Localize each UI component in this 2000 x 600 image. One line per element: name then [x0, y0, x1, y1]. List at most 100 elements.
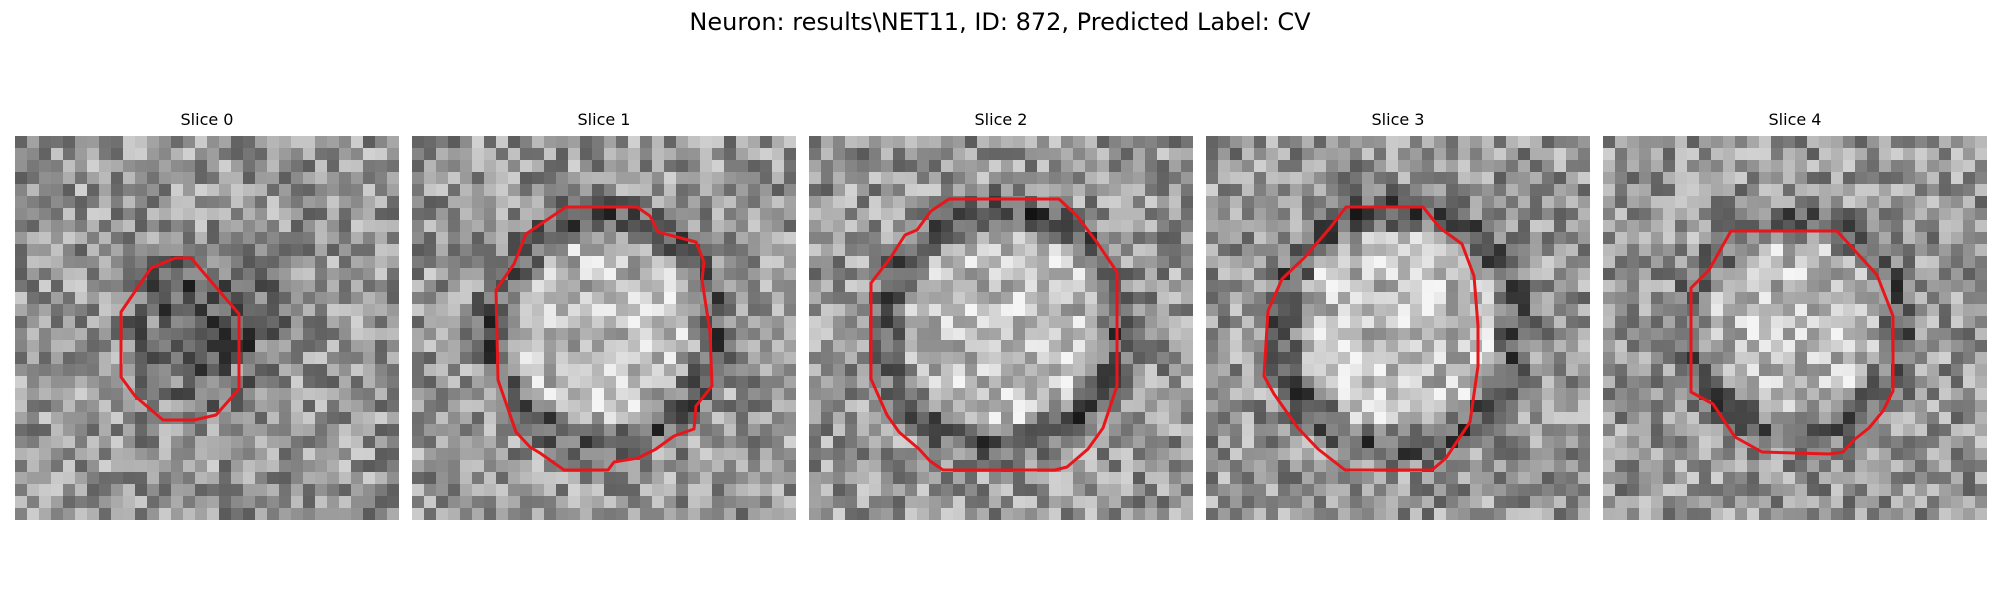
image-pixel: [1699, 208, 1711, 220]
image-pixel: [1542, 268, 1554, 280]
image-pixel: [1687, 460, 1699, 472]
image-pixel: [580, 148, 592, 160]
image-pixel: [1891, 208, 1903, 220]
image-pixel: [965, 184, 977, 196]
neuron-contour-outline: [119, 256, 241, 422]
image-pixel: [1350, 496, 1362, 508]
image-pixel: [520, 304, 532, 316]
image-pixel: [857, 472, 869, 484]
image-pixel: [1097, 136, 1109, 148]
image-pixel: [1097, 208, 1109, 220]
image-pixel: [568, 292, 580, 304]
image-pixel: [1783, 316, 1795, 328]
image-pixel: [363, 448, 375, 460]
image-pixel: [1398, 244, 1410, 256]
image-pixel: [893, 448, 905, 460]
image-pixel: [592, 292, 604, 304]
image-pixel: [544, 376, 556, 388]
image-pixel: [1157, 268, 1169, 280]
image-pixel: [1362, 352, 1374, 364]
image-pixel: [183, 172, 195, 184]
image-pixel: [544, 196, 556, 208]
image-pixel: [135, 232, 147, 244]
image-pixel: [1326, 400, 1338, 412]
image-pixel: [231, 472, 243, 484]
image-pixel: [1915, 172, 1927, 184]
image-pixel: [1494, 304, 1506, 316]
image-pixel: [484, 472, 496, 484]
image-pixel: [63, 508, 75, 520]
image-pixel: [387, 508, 399, 520]
image-pixel: [724, 352, 736, 364]
image-pixel: [1049, 388, 1061, 400]
image-pixel: [63, 424, 75, 436]
image-pixel: [1639, 304, 1651, 316]
image-pixel: [460, 160, 472, 172]
image-pixel: [1963, 364, 1975, 376]
image-pixel: [1879, 328, 1891, 340]
image-pixel: [1470, 256, 1482, 268]
image-pixel: [953, 232, 965, 244]
image-pixel: [1651, 136, 1663, 148]
image-pixel: [387, 196, 399, 208]
image-pixel: [1939, 376, 1951, 388]
image-pixel: [604, 244, 616, 256]
image-pixel: [760, 472, 772, 484]
image-pixel: [183, 448, 195, 460]
image-pixel: [1302, 484, 1314, 496]
image-pixel: [135, 364, 147, 376]
image-pixel: [1218, 508, 1230, 520]
image-pixel: [1290, 196, 1302, 208]
image-pixel: [1494, 328, 1506, 340]
image-pixel: [496, 448, 508, 460]
image-pixel: [1037, 388, 1049, 400]
image-pixel: [1903, 376, 1915, 388]
image-pixel: [1566, 424, 1578, 436]
image-pixel: [532, 472, 544, 484]
image-pixel: [989, 268, 1001, 280]
image-pixel: [700, 220, 712, 232]
image-pixel: [1145, 256, 1157, 268]
image-pixel: [375, 388, 387, 400]
image-pixel: [1867, 208, 1879, 220]
image-pixel: [568, 328, 580, 340]
image-pixel: [1651, 220, 1663, 232]
image-pixel: [315, 508, 327, 520]
image-pixel: [869, 508, 881, 520]
image-pixel: [1121, 484, 1133, 496]
image-pixel: [1639, 460, 1651, 472]
image-pixel: [1446, 136, 1458, 148]
image-pixel: [1001, 484, 1013, 496]
image-pixel: [989, 436, 1001, 448]
image-pixel: [508, 364, 520, 376]
image-pixel: [1627, 160, 1639, 172]
image-pixel: [1013, 472, 1025, 484]
image-pixel: [1675, 292, 1687, 304]
image-pixel: [387, 472, 399, 484]
image-pixel: [39, 472, 51, 484]
image-pixel: [1314, 220, 1326, 232]
image-pixel: [448, 316, 460, 328]
image-pixel: [1759, 256, 1771, 268]
image-pixel: [1783, 412, 1795, 424]
image-pixel: [1133, 364, 1145, 376]
image-pixel: [1326, 364, 1338, 376]
image-pixel: [339, 340, 351, 352]
image-pixel: [1338, 436, 1350, 448]
image-pixel: [99, 196, 111, 208]
image-pixel: [1290, 316, 1302, 328]
image-pixel: [1891, 136, 1903, 148]
image-pixel: [809, 448, 821, 460]
image-pixel: [929, 388, 941, 400]
image-pixel: [195, 364, 207, 376]
image-pixel: [1422, 388, 1434, 400]
image-pixel: [592, 328, 604, 340]
image-pixel: [1085, 160, 1097, 172]
image-pixel: [63, 196, 75, 208]
image-pixel: [1578, 280, 1590, 292]
image-pixel: [496, 436, 508, 448]
image-pixel: [941, 304, 953, 316]
image-pixel: [484, 220, 496, 232]
image-pixel: [1073, 460, 1085, 472]
image-pixel: [460, 244, 472, 256]
